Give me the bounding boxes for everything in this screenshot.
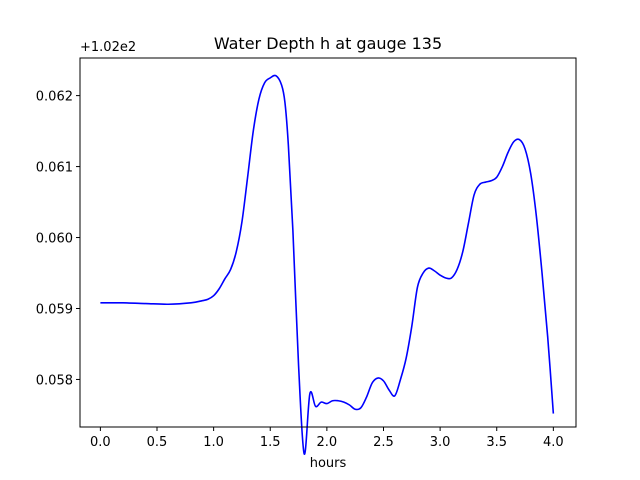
x-axis-ticks: 0.0 0.5 1.0 1.5 2.0 2.5 3.0 3.5 4.0 [90, 427, 564, 450]
series-line [100, 74, 555, 455]
plot-frame [79, 57, 577, 428]
x-tick-label: 3.5 [486, 435, 507, 450]
x-tick-label: 4.0 [543, 435, 564, 450]
y-tick-label: 0.061 [36, 161, 73, 176]
x-tick-label: 2.0 [317, 435, 338, 450]
y-tick-label: 0.058 [36, 373, 73, 388]
x-tick-label: 2.5 [373, 435, 394, 450]
x-tick-label: 0.0 [90, 435, 111, 450]
x-axis-label: hours [310, 456, 347, 471]
x-tick-label: 1.5 [260, 435, 281, 450]
x-tick-label: 1.0 [203, 435, 224, 450]
y-tick-label: 0.059 [36, 302, 73, 317]
y-tick-label: 0.062 [36, 90, 73, 105]
plot-area [80, 58, 576, 427]
chart-title: Water Depth h at gauge 135 [214, 34, 442, 53]
x-tick-label: 3.0 [430, 435, 451, 450]
x-tick-label: 0.5 [147, 435, 168, 450]
y-tick-label: 0.060 [36, 232, 73, 247]
series-group [100, 74, 555, 455]
y-axis-ticks: 0.058 0.059 0.060 0.061 0.062 [36, 90, 80, 388]
y-offset-label: +1.02e2 [80, 40, 136, 55]
